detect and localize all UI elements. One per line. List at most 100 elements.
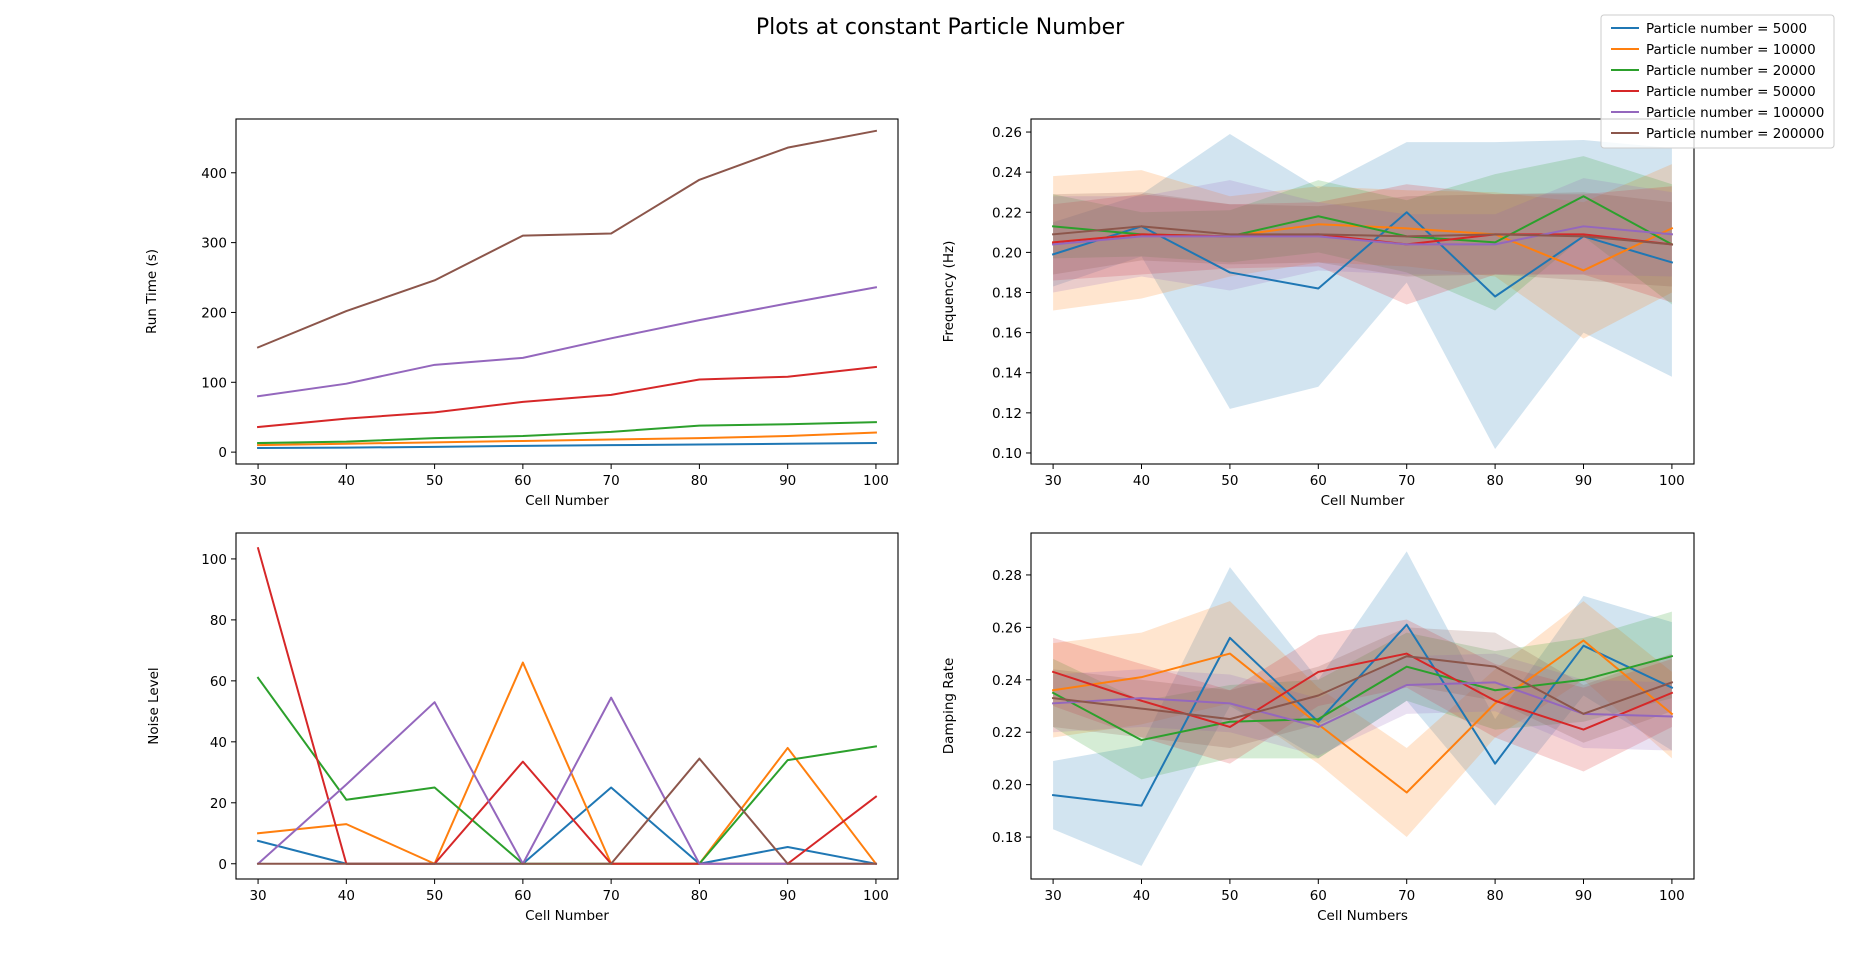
series-line-2 bbox=[1051, 639, 1674, 794]
y-tick-label: 100 bbox=[201, 375, 227, 391]
y-tick-label: 0.20 bbox=[992, 778, 1022, 794]
x-tick-label: 60 bbox=[514, 473, 531, 489]
y-axis-label: Frequency (Hz) bbox=[941, 241, 957, 343]
x-tick-label: 50 bbox=[1221, 888, 1238, 904]
series-line-4 bbox=[1052, 233, 1674, 246]
plot-area bbox=[256, 547, 878, 866]
y-axis-label: Damping Rate bbox=[941, 658, 957, 755]
x-tick-label: 100 bbox=[863, 888, 889, 904]
y-tick-label: 0.26 bbox=[992, 125, 1022, 141]
x-tick-label: 80 bbox=[691, 473, 708, 489]
legend: Particle number = 5000 Particle number = … bbox=[1600, 14, 1835, 149]
legend-entry: Particle number = 50000 bbox=[1611, 84, 1816, 100]
confidence-band-series-3 bbox=[1053, 156, 1672, 311]
series-line-2 bbox=[257, 431, 877, 447]
legend-frame bbox=[1600, 14, 1835, 149]
series-line-3 bbox=[257, 421, 877, 445]
legend-label: Particle number = 5000 bbox=[1646, 21, 1807, 37]
y-tick-label: 0.24 bbox=[992, 165, 1022, 181]
plot-area bbox=[1051, 551, 1674, 866]
confidence-band-series-6 bbox=[1053, 627, 1672, 748]
x-tick-label: 90 bbox=[779, 888, 796, 904]
x-tick-label: 70 bbox=[1398, 473, 1415, 489]
x-tick-label: 40 bbox=[338, 473, 355, 489]
y-axis-label: Run Time (s) bbox=[144, 249, 160, 334]
y-tick-label: 400 bbox=[201, 166, 227, 182]
plot-damping-rate: 30 40 50 60 70 80 90 100 0.18 0.20 0.22 0.24 0.26 0.2… bbox=[941, 532, 1695, 924]
legend-label: Particle number = 100000 bbox=[1646, 105, 1824, 121]
y-tick-label: 0.20 bbox=[992, 245, 1022, 261]
x-tick-label: 80 bbox=[1487, 888, 1504, 904]
axes-frame bbox=[235, 532, 899, 880]
x-tick-label: 60 bbox=[514, 888, 531, 904]
y-tick-label: 0 bbox=[218, 857, 227, 873]
y-tick-label: 40 bbox=[210, 735, 227, 751]
legend-label: Particle number = 200000 bbox=[1646, 126, 1824, 142]
y-tick-label: 0.14 bbox=[992, 366, 1022, 382]
x-tick-label: 90 bbox=[1575, 473, 1592, 489]
series-line-6 bbox=[257, 757, 877, 865]
series-line-4 bbox=[256, 365, 878, 429]
legend-label: Particle number = 50000 bbox=[1646, 84, 1816, 100]
confidence-band-series-1 bbox=[1053, 134, 1672, 449]
x-tick-label: 80 bbox=[1487, 473, 1504, 489]
series-line-3 bbox=[1051, 654, 1674, 742]
x-tick-label: 80 bbox=[691, 888, 708, 904]
y-tick-label: 80 bbox=[210, 613, 227, 629]
x-tick-label: 100 bbox=[1659, 888, 1685, 904]
x-tick-label: 90 bbox=[1575, 888, 1592, 904]
series-line-6 bbox=[1052, 225, 1673, 246]
axes-frame bbox=[235, 118, 899, 465]
confidence-band-series-4 bbox=[1053, 184, 1672, 305]
y-tick-label: 60 bbox=[210, 674, 227, 690]
x-tick-label: 50 bbox=[426, 888, 443, 904]
x-tick-label: 60 bbox=[1310, 473, 1327, 489]
x-tick-label: 30 bbox=[249, 888, 266, 904]
legend-entry: Particle number = 200000 bbox=[1611, 126, 1824, 142]
y-tick-label: 0.18 bbox=[992, 830, 1022, 846]
y-tick-label: 0.28 bbox=[992, 568, 1022, 584]
y-tick-label: 0.24 bbox=[992, 673, 1022, 689]
y-tick-label: 0.22 bbox=[992, 725, 1022, 741]
y-tick-label: 200 bbox=[201, 305, 227, 321]
y-tick-label: 0 bbox=[218, 445, 227, 461]
confidence-band-series-1 bbox=[1053, 551, 1672, 866]
legend-entry: Particle number = 5000 bbox=[1611, 21, 1807, 37]
y-tick-label: 100 bbox=[201, 552, 227, 568]
series-line-5 bbox=[1052, 225, 1673, 246]
x-axis-label: Cell Number bbox=[525, 493, 609, 509]
legend-label: Particle number = 20000 bbox=[1646, 63, 1816, 79]
y-tick-label: 0.10 bbox=[992, 446, 1022, 462]
x-axis-label: Cell Number bbox=[525, 908, 609, 924]
legend-entry: Particle number = 10000 bbox=[1611, 42, 1816, 58]
series-line-5 bbox=[256, 696, 877, 866]
series-line-6 bbox=[1051, 655, 1674, 721]
series-line-4 bbox=[1051, 652, 1674, 731]
x-axis-label: Cell Numbers bbox=[1317, 908, 1408, 924]
y-tick-label: 0.16 bbox=[992, 326, 1022, 342]
x-tick-label: 30 bbox=[249, 473, 266, 489]
x-tick-label: 50 bbox=[426, 473, 443, 489]
x-tick-label: 40 bbox=[1133, 473, 1150, 489]
series-line-1 bbox=[257, 442, 877, 449]
x-axis-label: Cell Number bbox=[1321, 493, 1405, 509]
x-tick-label: 50 bbox=[1221, 473, 1238, 489]
series-line-5 bbox=[256, 286, 878, 398]
x-tick-label: 30 bbox=[1045, 473, 1062, 489]
x-tick-label: 100 bbox=[863, 473, 889, 489]
x-tick-label: 60 bbox=[1310, 888, 1327, 904]
series-line-2 bbox=[256, 661, 878, 866]
series-line-1 bbox=[1051, 623, 1674, 807]
plot-run-time: 30 40 50 60 70 80 90 100 0 100 200 300 400 Cell Numbe… bbox=[144, 118, 899, 509]
legend-label: Particle number = 10000 bbox=[1646, 42, 1816, 58]
x-tick-label: 70 bbox=[603, 888, 620, 904]
y-tick-label: 0.18 bbox=[992, 286, 1022, 302]
y-tick-label: 300 bbox=[201, 236, 227, 252]
plot-area bbox=[256, 129, 878, 449]
y-axis-label: Noise Level bbox=[146, 667, 162, 744]
x-tick-label: 90 bbox=[779, 473, 796, 489]
y-tick-label: 0.26 bbox=[992, 620, 1022, 636]
y-tick-label: 0.22 bbox=[992, 205, 1022, 221]
x-tick-label: 30 bbox=[1045, 888, 1062, 904]
